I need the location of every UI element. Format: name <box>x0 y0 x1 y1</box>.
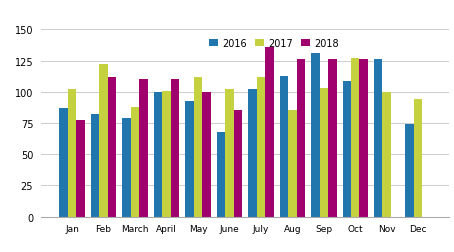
Bar <box>194 77 202 217</box>
Bar <box>154 92 162 217</box>
Bar <box>171 80 179 217</box>
Bar <box>351 59 360 217</box>
Bar <box>296 60 305 217</box>
Bar <box>59 109 68 217</box>
Bar <box>265 48 274 217</box>
Bar <box>288 111 296 217</box>
Bar <box>225 90 234 217</box>
Bar <box>234 111 242 217</box>
Bar <box>108 77 116 217</box>
Bar <box>374 60 382 217</box>
Bar <box>68 90 76 217</box>
Bar <box>139 80 148 217</box>
Bar <box>122 118 131 217</box>
Bar <box>382 92 391 217</box>
Bar <box>202 92 211 217</box>
Bar <box>360 60 368 217</box>
Bar <box>280 76 288 217</box>
Bar <box>162 91 171 217</box>
Bar <box>131 107 139 217</box>
Bar <box>99 65 108 217</box>
Bar <box>320 89 328 217</box>
Bar <box>328 60 336 217</box>
Bar <box>91 115 99 217</box>
Bar <box>414 100 422 217</box>
Bar <box>342 81 351 217</box>
Bar <box>311 54 320 217</box>
Bar <box>248 90 257 217</box>
Legend: 2016, 2017, 2018: 2016, 2017, 2018 <box>205 35 343 53</box>
Bar <box>76 121 85 217</box>
Bar <box>257 77 265 217</box>
Bar <box>405 125 414 217</box>
Bar <box>217 132 225 217</box>
Bar <box>185 101 194 217</box>
